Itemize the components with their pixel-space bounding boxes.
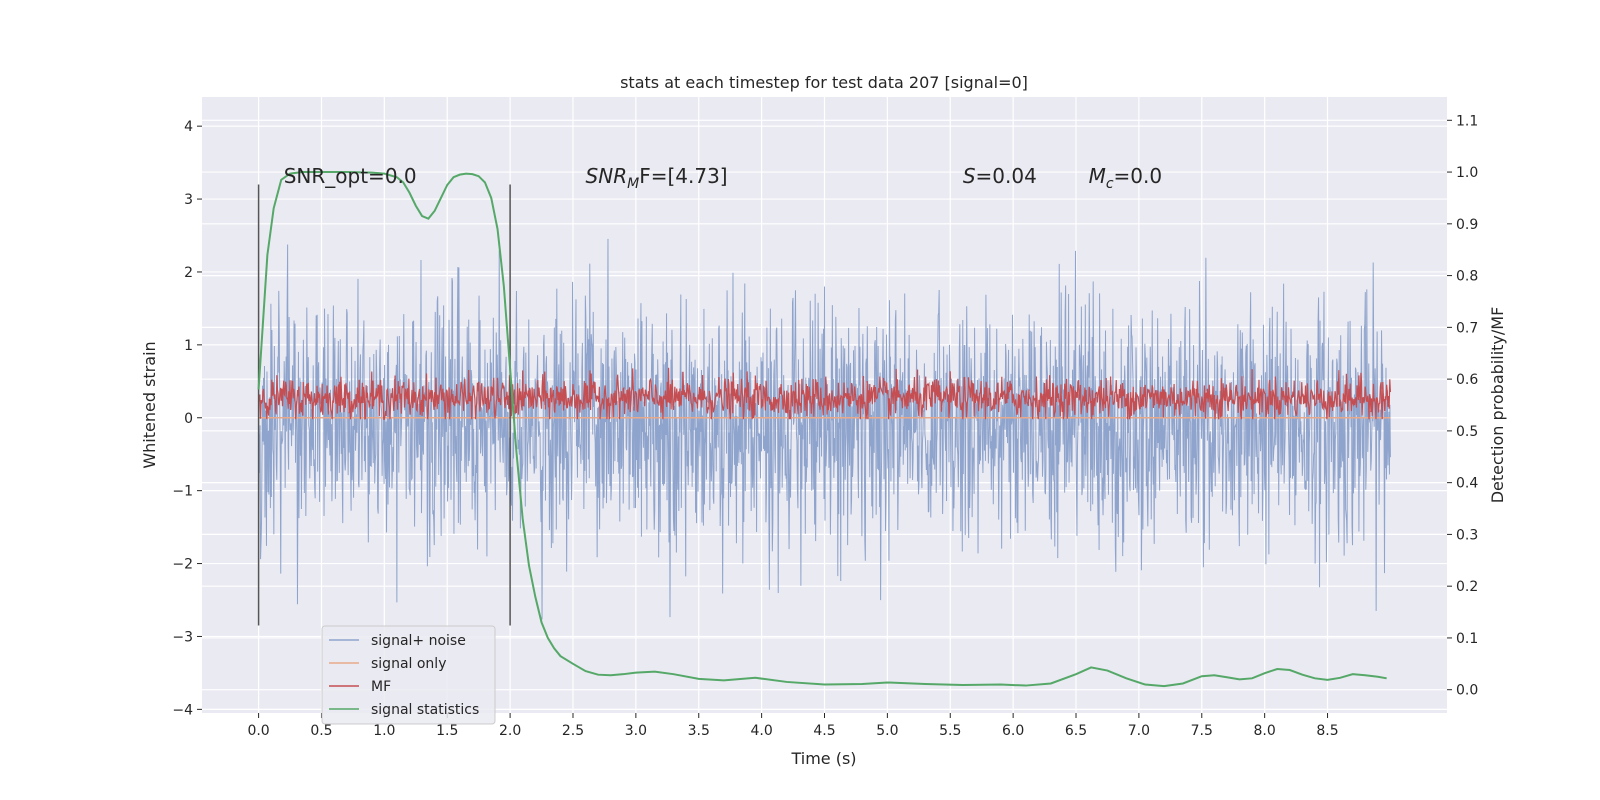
annotation-snr-mf-rest: F=[4.73] [639, 164, 727, 188]
y2-tick-label-11: 0.0 [1456, 683, 1478, 699]
chart-title: stats at each timestep for test data 207… [620, 73, 1028, 92]
x-tick-label-1: 0.5 [310, 723, 332, 739]
y-tick-label-3: 1 [184, 338, 193, 354]
y2-axis-label: Detection probability/MF [1488, 307, 1507, 504]
marker-lines [257, 184, 511, 626]
annotation-snr-mf-sub: M [627, 176, 639, 192]
x-axis-label: Time (s) [790, 749, 856, 768]
x-tick-label-15: 7.5 [1191, 723, 1213, 739]
y2-axis-ticks: 1.1 1.0 0.9 0.8 0.7 0.6 0.5 0.4 0.3 0.2 0.1 0.0 [1447, 113, 1478, 699]
y2-tick-label-8: 0.3 [1456, 527, 1478, 543]
x-tick-label-2: 1.0 [373, 723, 395, 739]
x-axis-ticks: 0.0 0.5 1.0 1.5 2.0 2.5 3.0 3.5 4.0 4.5 5.0 5.5 6.0 6… [247, 713, 1339, 739]
legend-label-signal-statistics: signal statistics [371, 702, 479, 718]
y2-tick-label-5: 0.6 [1456, 372, 1478, 388]
y2-tick-label-7: 0.4 [1456, 476, 1478, 492]
x-tick-label-14: 7.0 [1128, 723, 1150, 739]
y-tick-label-0: 4 [184, 119, 193, 135]
x-tick-label-16: 8.0 [1254, 723, 1276, 739]
y2-tick-label-3: 0.8 [1456, 269, 1478, 285]
x-tick-label-8: 4.0 [750, 723, 772, 739]
y2-tick-label-10: 0.1 [1456, 631, 1478, 647]
y2-tick-label-1: 1.0 [1456, 165, 1478, 181]
annotation-snr-mf-main: SNR [586, 164, 628, 188]
x-tick-label-13: 6.5 [1065, 723, 1087, 739]
y-tick-label-1: 3 [184, 192, 193, 208]
y-tick-label-2: 2 [184, 265, 193, 281]
legend-label-signal-noise: signal+ noise [371, 633, 466, 649]
annotation-s: S=0.04 [963, 164, 1037, 188]
mf-series [257, 367, 1392, 420]
annotation-snr-opt: SNR_opt=0.0 [284, 164, 417, 188]
x-tick-label-6: 3.0 [625, 723, 647, 739]
annotation-s-main: S [963, 164, 976, 188]
annotation-mc-rest: =0.0 [1114, 164, 1163, 188]
x-tick-label-11: 5.5 [939, 723, 961, 739]
annotation-s-rest: =0.04 [976, 164, 1037, 188]
annotation-mc-sub: c [1106, 176, 1114, 192]
y2-tick-label-4: 0.7 [1456, 320, 1478, 336]
legend: signal+ noise signal only MF signal stat… [321, 625, 496, 725]
x-tick-label-7: 3.5 [688, 723, 710, 739]
y-tick-label-5: −1 [172, 484, 193, 500]
annotation-mc: Mc=0.0 [1089, 164, 1163, 192]
y2-tick-label-2: 0.9 [1456, 217, 1478, 233]
signal-statistics-line [257, 171, 1387, 688]
annotation-snr-mf: SNRMF=[4.73] [586, 164, 728, 192]
x-tick-label-17: 8.5 [1316, 723, 1338, 739]
y-axis-label: Whitened strain [140, 341, 159, 468]
x-tick-label-4: 2.0 [499, 723, 521, 739]
y-tick-label-7: −3 [172, 629, 193, 645]
y-tick-label-6: −2 [172, 557, 193, 573]
signal-statistics-series [257, 171, 1387, 688]
y-axis-ticks: 4 3 2 1 0 −1 −2 −3 −4 [172, 119, 202, 718]
y-tick-label-8: −4 [172, 702, 193, 718]
y2-tick-label-9: 0.2 [1456, 579, 1478, 595]
x-tick-label-10: 5.0 [876, 723, 898, 739]
x-tick-label-5: 2.5 [562, 723, 584, 739]
legend-label-mf: MF [371, 679, 391, 695]
legend-box [321, 625, 496, 725]
mf-line [257, 367, 1392, 420]
x-tick-label-3: 1.5 [436, 723, 458, 739]
y-tick-label-4: 0 [184, 411, 193, 427]
legend-label-signal-only: signal only [371, 656, 446, 672]
x-tick-label-9: 4.5 [813, 723, 835, 739]
y2-tick-label-6: 0.5 [1456, 424, 1478, 440]
annotation-mc-main: M [1089, 164, 1106, 188]
x-tick-label-12: 6.0 [1002, 723, 1024, 739]
y2-tick-label-0: 1.1 [1456, 113, 1478, 129]
x-tick-label-0: 0.0 [247, 723, 269, 739]
